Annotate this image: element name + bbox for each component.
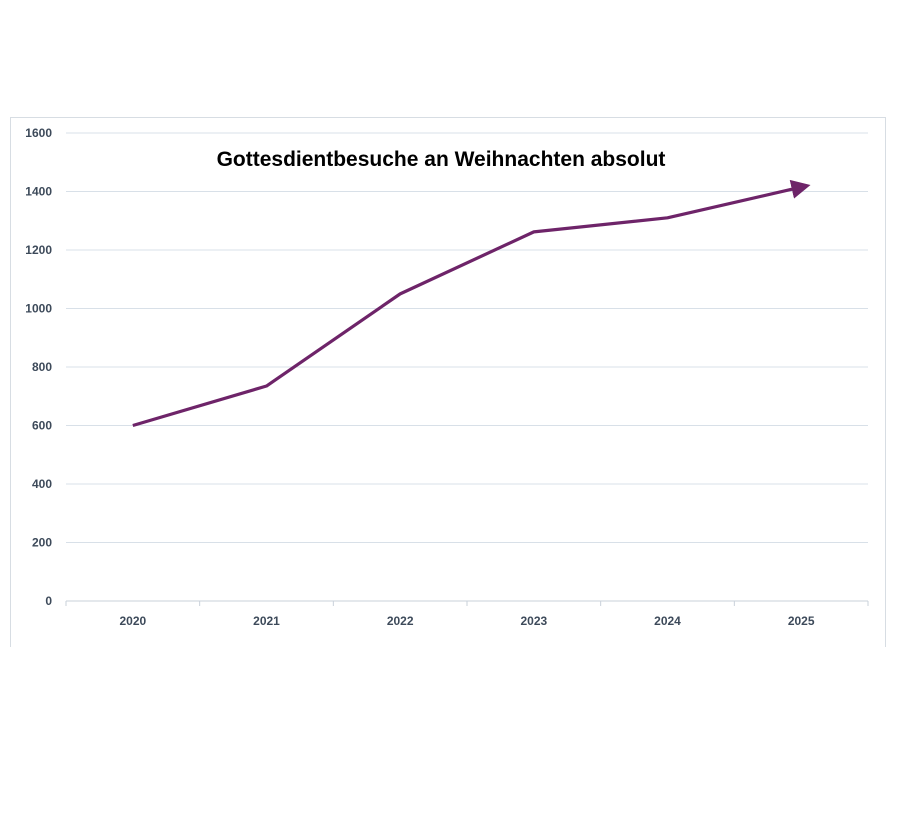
- y-tick-label: 600: [32, 419, 52, 433]
- x-tick-label: 2023: [520, 614, 547, 628]
- chart-frame: [10, 117, 886, 647]
- series-line: [132, 179, 811, 428]
- y-tick-label: 1200: [25, 243, 52, 257]
- y-tick-label: 1000: [25, 302, 52, 316]
- chart-title: Gottesdientbesuche an Weihnachten absolu…: [217, 148, 666, 171]
- x-tick-label: 2024: [654, 614, 681, 628]
- x-tick-label: 2021: [253, 614, 280, 628]
- y-tick-label: 200: [32, 536, 52, 550]
- y-tick-label: 400: [32, 477, 52, 491]
- y-tick-label: 800: [32, 360, 52, 374]
- y-tick-label: 1600: [25, 126, 52, 140]
- x-tick-label: 2022: [387, 614, 414, 628]
- x-tick-label: 2020: [119, 614, 146, 628]
- y-tick-label: 0: [45, 594, 52, 608]
- x-tick-label: 2025: [788, 614, 815, 628]
- y-tick-label: 1400: [25, 185, 52, 199]
